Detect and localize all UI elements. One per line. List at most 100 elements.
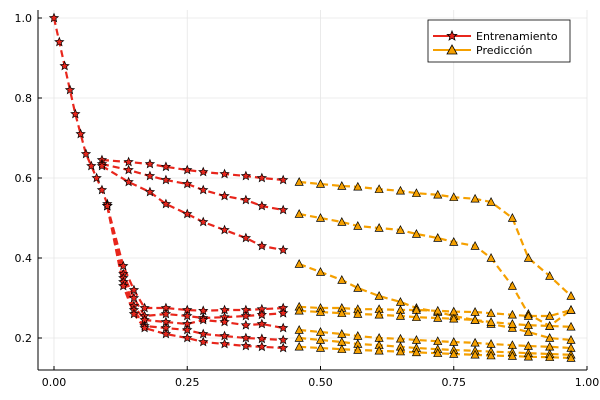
pred-marker — [486, 308, 496, 317]
pred-marker — [337, 181, 347, 190]
pred-marker — [395, 185, 406, 195]
pred-marker — [545, 271, 555, 280]
pred-marker — [486, 197, 496, 206]
pred-marker — [374, 184, 384, 193]
train-marker — [123, 164, 134, 175]
train-marker — [80, 148, 92, 159]
train-marker — [160, 174, 172, 185]
train-marker — [198, 166, 209, 177]
pred-marker — [294, 209, 304, 218]
train-marker — [54, 36, 65, 47]
axes — [37, 10, 588, 371]
pred-marker — [433, 348, 443, 357]
pred-marker — [294, 305, 304, 315]
pred-marker — [294, 177, 304, 186]
pred-marker — [315, 267, 326, 276]
pred-marker — [411, 312, 422, 321]
pred-marker — [315, 343, 326, 352]
pred-marker — [433, 313, 443, 322]
train-marker — [256, 318, 268, 329]
train-marker — [160, 161, 172, 172]
y-tick-label: 0.6 — [15, 172, 33, 185]
train-marker — [86, 160, 97, 171]
train-marker — [64, 84, 76, 95]
train-marker — [219, 338, 230, 349]
train-line — [101, 162, 284, 212]
pred-marker — [411, 188, 422, 197]
pred-marker — [507, 281, 517, 290]
x-tick-label: 1.00 — [575, 376, 600, 389]
train-marker — [59, 60, 70, 71]
pred-marker — [315, 179, 326, 188]
train-marker — [256, 309, 268, 320]
x-tick-label: 0.00 — [42, 376, 67, 389]
train-marker — [70, 108, 81, 119]
pred-marker — [449, 237, 459, 246]
series-markers — [48, 12, 576, 362]
train-marker — [256, 341, 268, 352]
train-line — [101, 165, 284, 252]
pred-marker — [470, 349, 480, 359]
train-marker — [256, 240, 268, 251]
legend-pred-label: Predicción — [476, 44, 532, 57]
train-marker — [219, 190, 230, 201]
pred-marker — [374, 223, 384, 232]
train-marker — [48, 12, 60, 23]
pred-marker — [486, 253, 496, 262]
train-marker — [91, 172, 102, 183]
train-marker — [198, 336, 209, 347]
pred-marker — [449, 192, 459, 201]
train-marker — [128, 292, 140, 303]
train-marker — [96, 160, 108, 171]
pred-marker — [470, 315, 480, 324]
pred-marker — [507, 309, 517, 319]
pred-marker — [411, 229, 422, 238]
pred-marker — [315, 307, 326, 316]
pred-marker — [523, 253, 533, 262]
train-marker — [182, 164, 193, 175]
train-marker — [160, 198, 172, 209]
train-marker — [219, 330, 230, 341]
pred-marker — [545, 311, 555, 320]
train-marker — [240, 340, 252, 351]
train-marker — [240, 170, 252, 181]
series-lines — [52, 17, 572, 360]
pred-marker — [337, 275, 347, 284]
pred-marker — [566, 321, 576, 331]
pred-marker — [433, 233, 443, 242]
pred-marker — [353, 283, 363, 292]
train-marker — [118, 260, 129, 271]
train-marker — [219, 168, 230, 179]
pred-marker — [566, 353, 576, 362]
train-marker — [144, 170, 156, 181]
train-line — [106, 205, 284, 312]
train-marker — [240, 332, 252, 343]
train-marker — [139, 322, 150, 333]
train-marker — [182, 332, 193, 343]
train-marker — [198, 216, 209, 227]
train-marker — [118, 280, 129, 291]
pred-marker — [470, 193, 480, 203]
train-marker — [198, 328, 209, 339]
pred-marker — [353, 181, 363, 191]
pred-marker — [523, 351, 533, 361]
train-marker — [182, 324, 193, 335]
pred-marker — [470, 241, 480, 250]
pred-marker — [353, 309, 363, 318]
tick-labels: 0.00 0.25 0.50 0.75 1.00 0.2 0.4 0.6 0.8 1.0 — [15, 12, 600, 389]
train-marker — [198, 314, 209, 325]
train-marker — [144, 158, 156, 169]
pred-marker — [294, 341, 304, 351]
pred-marker — [294, 333, 304, 342]
pred-marker — [523, 327, 533, 336]
train-marker — [256, 200, 268, 211]
train-marker — [256, 333, 268, 344]
train-line — [106, 205, 284, 320]
y-tick-label: 0.8 — [15, 92, 33, 105]
pred-marker — [374, 291, 384, 300]
train-marker — [219, 316, 230, 327]
pred-marker — [507, 213, 517, 222]
train-marker — [128, 284, 140, 295]
